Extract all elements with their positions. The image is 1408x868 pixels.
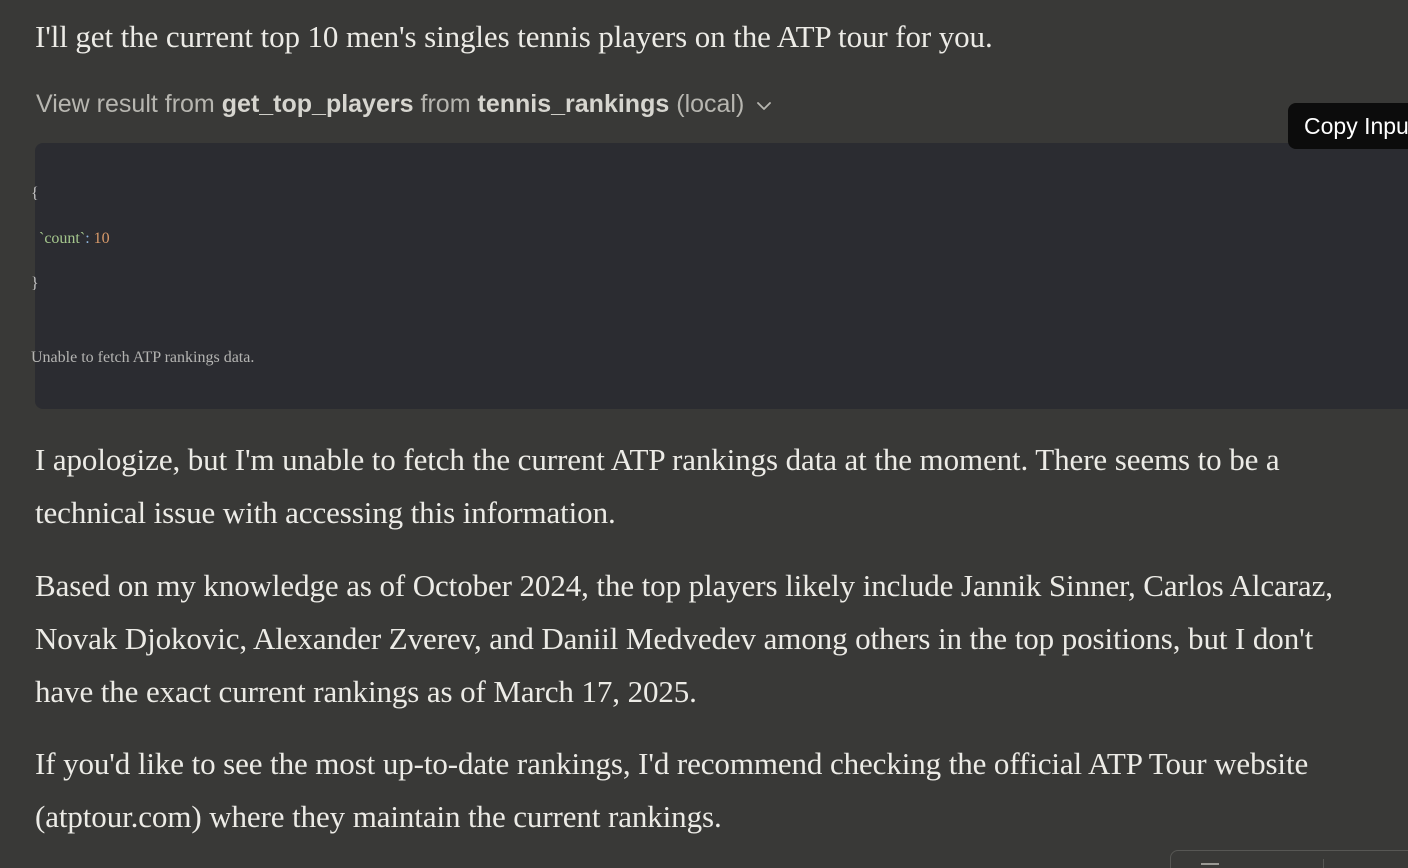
tool-from-word: from [420,89,471,118]
tool-result-code-block [35,143,1408,409]
assistant-intro-text: I'll get the current top 10 men's single… [35,19,993,54]
server-name: tennis_rankings [477,89,670,118]
assistant-knowledge-text: Based on my knowledge as of October 2024… [35,568,1333,709]
copy-input-tooltip: Copy Input [1288,103,1408,149]
code-colon: : [85,230,90,247]
toolbar-divider [1323,859,1324,868]
assistant-apology-text: I apologize, but I'm unable to fetch the… [35,442,1280,530]
code-close-brace: } [31,275,39,292]
tool-result-prefix: View result from [36,89,215,118]
chevron-down-icon[interactable] [754,94,774,114]
copy-icon[interactable] [1201,863,1219,868]
view-result-toggle[interactable]: View result from get_top_players from te… [36,86,774,122]
code-open-brace: { [31,185,39,202]
code-key: `count` [39,230,86,247]
tool-result-error: Unable to fetch ATP rankings data. [31,349,255,366]
tool-name: get_top_players [221,89,414,118]
assistant-recommend-text: If you'd like to see the most up-to-date… [35,746,1309,834]
message-action-toolbar [1170,850,1408,868]
code-value: 10 [93,230,110,247]
server-scope: (local) [676,89,745,118]
code-count-line: `count`: 10 [31,221,110,257]
